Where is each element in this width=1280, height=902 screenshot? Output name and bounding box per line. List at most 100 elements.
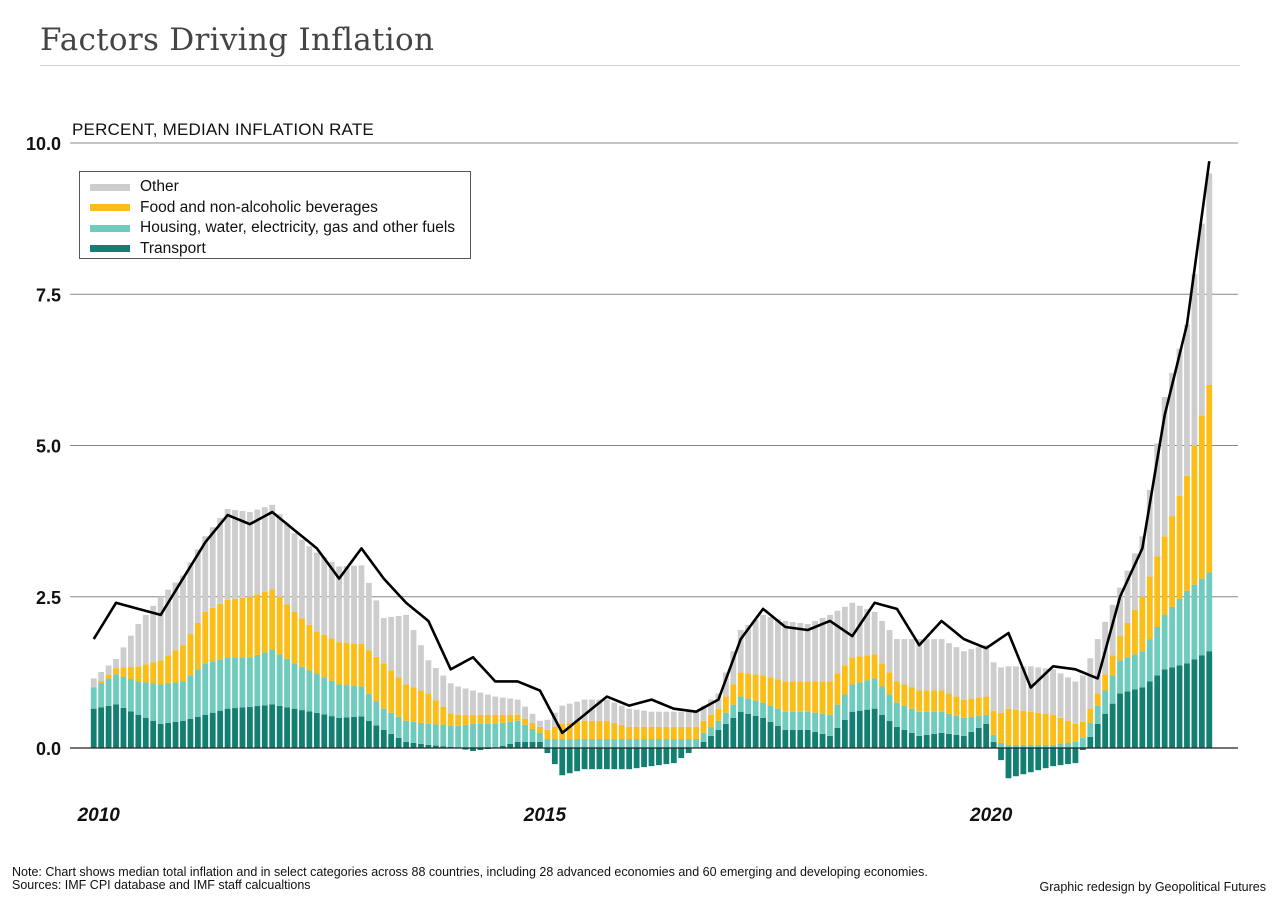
bar-food	[574, 721, 581, 739]
bar-transport	[418, 743, 424, 748]
bar-transport	[1042, 748, 1049, 769]
bar-transport	[849, 711, 856, 748]
bar-other	[983, 645, 990, 697]
bar-other	[239, 511, 246, 598]
bar-transport	[306, 711, 313, 748]
bar-food	[1198, 415, 1205, 579]
bar-transport	[1146, 681, 1153, 748]
bar-housing	[581, 738, 588, 748]
bar-transport	[715, 729, 722, 748]
bar-other	[1020, 666, 1027, 711]
bar-housing	[336, 684, 343, 718]
bar-housing	[247, 657, 253, 707]
bar-food	[715, 708, 722, 721]
bar-housing	[626, 738, 633, 748]
legend-swatch-housing	[90, 224, 130, 232]
bar-housing	[462, 724, 469, 748]
chart-legend: Other Food and non-alcoholic beverages H…	[79, 171, 471, 259]
bar-food	[135, 666, 142, 682]
bar-other	[418, 645, 424, 691]
bar-food	[960, 699, 967, 718]
bar-other	[254, 509, 261, 595]
bar-housing	[1198, 578, 1205, 656]
bar-other	[946, 643, 952, 694]
bar-other	[455, 686, 462, 715]
bar-housing	[931, 711, 938, 734]
bar-transport	[365, 720, 372, 748]
bar-transport	[440, 746, 447, 748]
bar-food	[856, 656, 863, 683]
bar-food	[470, 714, 476, 724]
bar-transport	[1035, 748, 1042, 771]
bar-other	[299, 539, 305, 619]
legend-label-food: Food and non-alcoholic beverages	[140, 198, 378, 216]
bar-food	[1013, 709, 1019, 745]
bar-housing	[522, 724, 528, 742]
bar-other	[901, 639, 908, 685]
bar-other	[224, 509, 231, 600]
bar-other	[1109, 604, 1116, 656]
bar-food	[477, 714, 484, 724]
y-tick-label: 2.5	[36, 588, 61, 608]
bar-housing	[291, 663, 298, 709]
bar-housing	[142, 682, 149, 718]
bar-housing	[395, 716, 402, 738]
bar-other	[440, 675, 447, 707]
bar-other	[470, 690, 476, 715]
bar-transport	[938, 732, 945, 749]
bar-other	[990, 662, 997, 711]
bar-housing	[1050, 744, 1056, 749]
bar-transport	[1027, 748, 1034, 773]
bar-transport	[775, 725, 781, 748]
bar-other	[693, 711, 700, 727]
bar-food	[1079, 721, 1086, 738]
bar-transport	[1161, 669, 1168, 748]
bar-housing	[775, 708, 781, 726]
bar-housing	[284, 658, 290, 708]
bar-food	[1005, 708, 1012, 745]
bar-transport	[507, 743, 514, 748]
bar-food	[507, 714, 514, 722]
bar-other	[938, 639, 945, 691]
y-tick-label: 5.0	[36, 437, 61, 457]
bar-housing	[365, 693, 372, 721]
bar-transport	[351, 716, 357, 748]
bar-other	[432, 667, 439, 701]
bar-other	[1072, 681, 1079, 724]
bar-other	[529, 713, 536, 723]
bar-transport	[388, 733, 395, 748]
bar-housing	[1117, 660, 1123, 694]
bar-housing	[172, 682, 179, 722]
bar-other	[1161, 397, 1168, 537]
bar-housing	[373, 701, 380, 726]
bar-food	[418, 690, 424, 723]
legend-swatch-food	[90, 204, 130, 212]
bar-other	[113, 659, 119, 669]
bar-food	[797, 681, 804, 712]
bar-transport	[559, 748, 566, 776]
bar-housing	[908, 708, 915, 733]
bar-other	[894, 639, 900, 682]
bar-other	[1169, 372, 1175, 517]
bar-food	[975, 697, 982, 716]
bar-transport	[194, 716, 201, 748]
bar-food	[1109, 655, 1116, 676]
bar-transport	[98, 707, 105, 748]
bar-transport	[789, 729, 796, 748]
bar-other	[410, 630, 417, 688]
bar-food	[432, 700, 439, 725]
line-total-inflation	[92, 160, 1211, 735]
bar-transport	[1102, 713, 1109, 748]
bar-other	[648, 711, 655, 727]
bar-housing	[745, 698, 752, 714]
bar-housing	[700, 732, 707, 742]
bar-transport	[1198, 655, 1205, 748]
bar-transport	[410, 742, 417, 748]
bar-food	[105, 674, 112, 679]
bar-food	[113, 668, 119, 675]
bar-transport	[120, 707, 127, 748]
bar-other	[358, 565, 365, 644]
bar-housing	[760, 702, 766, 718]
bar-housing	[856, 682, 863, 711]
bar-other	[343, 566, 350, 643]
